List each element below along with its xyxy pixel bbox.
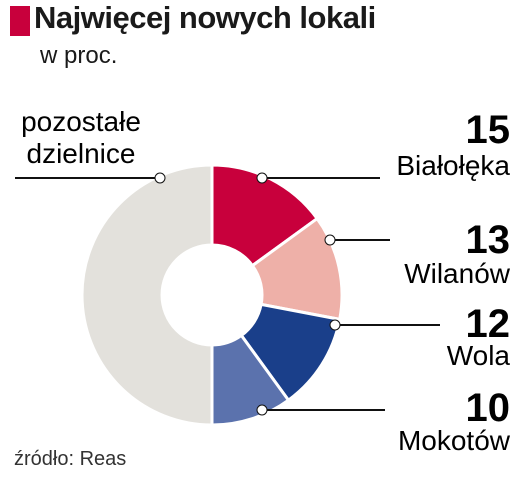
- chart-title: Najwięcej nowych lokali: [34, 0, 376, 35]
- category-label: Mokotów: [397, 425, 510, 456]
- value-label: 13: [465, 218, 511, 262]
- title-marker: [10, 6, 30, 36]
- chart-subtitle: w proc.: [40, 42, 118, 69]
- donut-slice: [80, 163, 214, 427]
- category-label: Wilanów: [404, 258, 510, 289]
- leader-dot: [256, 404, 268, 416]
- leader-dot: [324, 234, 336, 246]
- category-label: pozostałe dzielnice: [21, 106, 141, 169]
- category-label: Białołęka: [396, 150, 510, 181]
- category-label: Wola: [446, 340, 510, 371]
- source: źródło: Reas: [14, 448, 127, 470]
- leader-dot: [329, 319, 341, 331]
- donut-slice: [210, 163, 320, 268]
- leader-dot: [154, 172, 166, 184]
- value-label: 12: [465, 302, 511, 346]
- value-label: 10: [465, 386, 511, 430]
- value-label: 15: [465, 108, 511, 152]
- leader-dot: [256, 172, 268, 184]
